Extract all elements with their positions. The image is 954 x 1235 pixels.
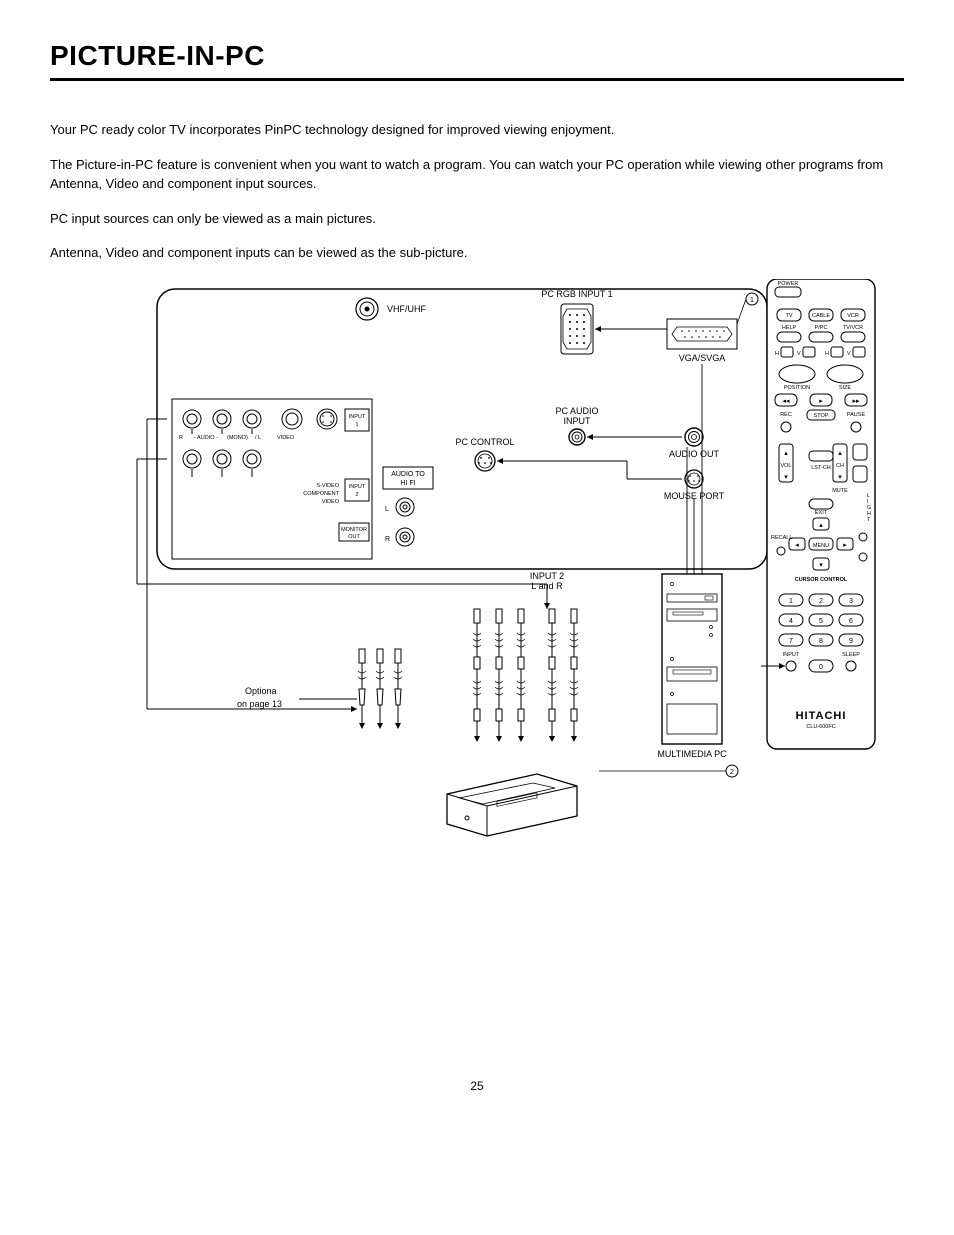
remote-sleep: SLEEP [842,652,860,658]
svg-text:▸: ▸ [843,542,847,549]
svg-text:◂: ◂ [795,542,799,549]
remote-pause: PAUSE [847,412,866,418]
label-vga: VGA/SVGA [679,353,726,363]
remote-6: 6 [849,618,853,625]
remote-ch: CH [836,463,844,469]
vcr-icon [447,774,577,836]
label-audio-hifi1: AUDIO TO [391,471,425,478]
label-input1n: 1 [355,422,358,428]
svg-text:▾: ▾ [838,474,842,481]
label-input2lr2: L and R [531,581,563,591]
remote-tvvcr: TV/VCR [843,325,863,331]
label-input2: INPUT [349,484,366,490]
remote-power: POWER [778,281,799,287]
label-optional2: on page 13 [237,699,282,709]
svg-text:▸▸: ▸▸ [852,398,860,405]
callout-1: 1 [750,297,754,304]
para-1: Your PC ready color TV incorporates PinP… [50,121,904,140]
label-pc-audio1: PC AUDIO [555,406,598,416]
remote-3: 3 [849,598,853,605]
remote-vol: VOL [780,463,791,469]
label-input2lr1: INPUT 2 [530,571,564,581]
remote-vcr: VCR [847,313,859,319]
page-title: PICTURE-IN-PC [50,40,904,72]
remote-position: POSITION [784,385,810,391]
component-cables-icon [358,649,402,729]
label-svideo2: COMPONENT [303,491,339,497]
label-r: R [385,536,390,543]
label-input1: INPUT [349,414,366,420]
remote-5: 5 [819,618,823,625]
connection-diagram: VHF/UHF PC RGB INPUT 1 VGA/SVGA 1 PC AUD… [67,279,887,1019]
remote-rec: REC [780,412,792,418]
label-pc-audio2: INPUT [564,416,592,426]
label-audio-out: AUDIO OUT [669,449,720,459]
remote-tv: TV [785,313,792,319]
label-pc-control: PC CONTROL [455,437,514,447]
label-vhf-uhf: VHF/UHF [387,304,426,314]
remote-brand: HITACHI [796,710,847,722]
remote-mute: MUTE [832,488,848,494]
remote-0: 0 [819,664,823,671]
svg-text:▴: ▴ [784,450,788,457]
remote-model: CLU-600FC [806,724,835,730]
label-svideo3: VIDEO [322,499,340,505]
label-rca-l: / L [255,435,261,441]
remote-recall: RECALL [771,535,792,541]
remote-7: 7 [789,638,793,645]
label-input2n: 2 [355,492,358,498]
remote-help: HELP [782,325,797,331]
remote-h2: H [825,351,829,357]
svg-text:▴: ▴ [819,522,823,529]
remote-4: 4 [789,618,793,625]
remote-v2: V [847,351,851,357]
page-number: 25 [50,1079,904,1093]
remote-9: 9 [849,638,853,645]
svg-text:▾: ▾ [819,562,823,569]
label-audio-hifi2: HI FI [400,480,415,487]
remote-control-icon: POWER TV CABLE VCR HELP P/PC TV/VCR H V … [761,279,875,749]
remote-menu: MENU [813,543,829,549]
para-4: Antenna, Video and component inputs can … [50,244,904,263]
remote-size: SIZE [839,385,852,391]
svg-text:◂◂: ◂◂ [782,398,790,405]
callout-2: 2 [730,769,734,776]
para-3: PC input sources can only be viewed as a… [50,210,904,229]
svg-text:▾: ▾ [784,474,788,481]
remote-8: 8 [819,638,823,645]
title-rule [50,78,904,81]
svg-text:▴: ▴ [838,450,842,457]
label-svideo1: S-VIDEO [316,483,339,489]
rca-cables-icon [473,609,578,742]
label-rca-audio: - AUDIO - [194,435,218,441]
remote-v1: V [797,351,801,357]
label-monitor2: OUT [348,534,360,540]
label-rca-video: VIDEO [277,435,295,441]
label-multimedia-pc: MULTIMEDIA PC [657,749,727,759]
label-rca-r: R [179,435,183,441]
remote-exit: EXIT [815,510,828,516]
remote-1: 1 [789,598,793,605]
label-l: L [385,506,389,513]
remote-h1: H [775,351,779,357]
remote-2: 2 [819,598,823,605]
remote-stop: STOP [814,413,829,419]
label-monitor1: MONITOR [341,527,367,533]
label-rca-mono: (MONO) [227,435,248,441]
remote-pipc: P/PC [815,325,828,331]
label-optional1: Optiona [245,686,277,696]
para-2: The Picture-in-PC feature is convenient … [50,156,904,194]
remote-input: INPUT [783,652,800,658]
remote-lstch: LST-CH [811,465,831,471]
svg-text:▸: ▸ [819,398,823,405]
pc-tower-icon [662,574,722,744]
remote-cable: CABLE [812,313,830,319]
label-pc-rgb: PC RGB INPUT 1 [541,289,612,299]
remote-cursor: CURSOR CONTROL [795,577,848,583]
